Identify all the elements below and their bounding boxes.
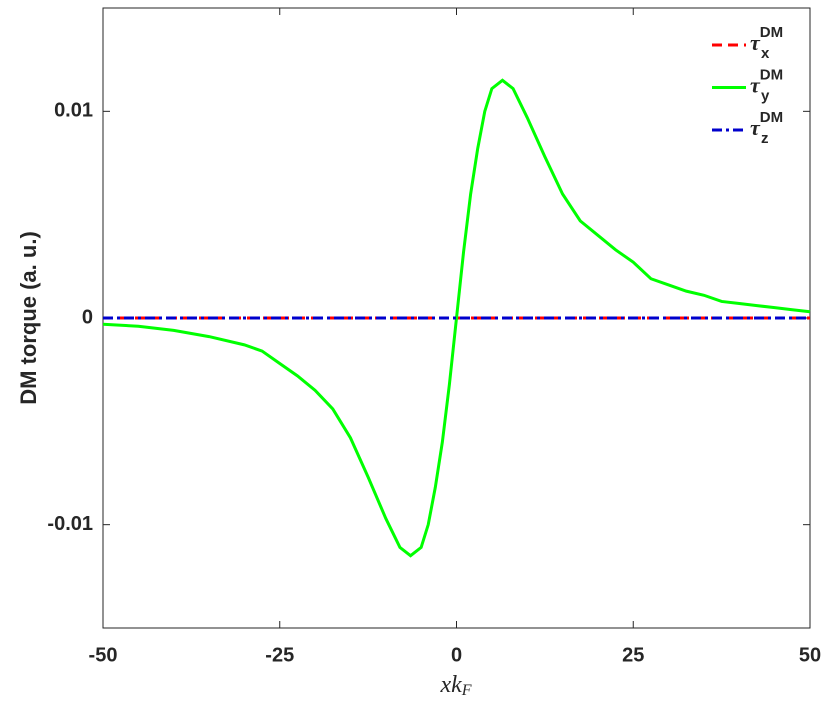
data-line xyxy=(102,78,811,558)
x-tick-label: 0 xyxy=(451,644,462,666)
legend-name: τ xyxy=(750,115,761,140)
legend-sub: x xyxy=(761,45,770,62)
legend-name: τ xyxy=(750,73,761,98)
y-axis-label: DM torque (a. u.) xyxy=(16,231,41,405)
x-tick-label: -50 xyxy=(89,644,118,666)
y-tick-label: -0.01 xyxy=(47,513,93,535)
legend-name: τ xyxy=(750,30,761,55)
legend-label: τDM x xyxy=(750,24,783,62)
x-axis-label-main: xk xyxy=(439,672,462,698)
legend-sup: DM xyxy=(760,109,783,126)
x-tick-label: 50 xyxy=(799,644,821,666)
legend-label: τDM z xyxy=(750,109,783,147)
x-axis-label-sub: F xyxy=(461,682,472,699)
legend-label: τDM y xyxy=(750,66,783,104)
y-tick-label: 0 xyxy=(82,306,93,328)
legend-sup: DM xyxy=(760,66,783,83)
legend-sub: z xyxy=(761,130,769,147)
legend-sup: DM xyxy=(760,24,783,41)
x-axis-label: xkF xyxy=(439,672,471,699)
x-tick-label: -25 xyxy=(265,644,294,666)
x-tick-label: 25 xyxy=(622,644,644,666)
y-tick-label: 0.01 xyxy=(54,100,93,122)
legend-sub: y xyxy=(761,87,770,104)
